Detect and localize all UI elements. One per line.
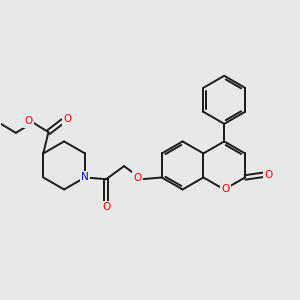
Text: O: O — [133, 173, 141, 183]
Text: O: O — [102, 202, 110, 212]
Text: O: O — [222, 184, 230, 194]
Text: O: O — [265, 170, 273, 180]
Text: N: N — [81, 172, 89, 182]
Text: O: O — [63, 115, 71, 124]
Text: O: O — [24, 116, 32, 126]
